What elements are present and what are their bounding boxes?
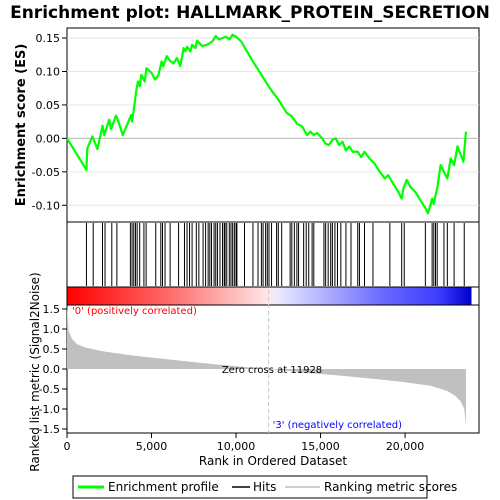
es-y-tick-label: 0.00 [36, 132, 61, 145]
es-panel-frame [66, 27, 480, 223]
rank-colorbar [67, 287, 472, 305]
zero-cross-label: Zero cross at 11928 [222, 365, 322, 376]
es-gridlines [67, 37, 479, 206]
x-tick-label: 15,000 [301, 440, 340, 453]
x-axis-label: Rank in Ordered Dataset [199, 454, 347, 468]
es-y-tick-label: 0.05 [36, 99, 61, 112]
metric-y-tick-label: -0.5 [39, 383, 60, 396]
metric-y-tick-label: 0.5 [43, 343, 61, 356]
es-y-ticks: 0.15 0.10 0.05 0.00 -0.05 -0.10 [32, 32, 67, 212]
enrichment-profile-line [66, 33, 468, 215]
es-y-tick-label: 0.15 [36, 32, 61, 45]
metric-y-tick-label: 1.0 [43, 323, 61, 336]
metric-area [67, 305, 466, 426]
x-tick-label: 0 [64, 440, 71, 453]
legend-profile-label: Enrichment profile [108, 480, 219, 494]
x-tick-label: 5,000 [136, 440, 168, 453]
x-tick-label: 20,000 [386, 440, 425, 453]
hits-panel-frame [66, 221, 480, 288]
metric-area-group [67, 290, 466, 433]
metric-y-tick-label: 1.5 [43, 303, 61, 316]
negative-correlation-label: '3' (negatively correlated) [273, 420, 402, 431]
x-tick-label: 10,000 [217, 440, 256, 453]
chart-title: Enrichment plot: HALLMARK_PROTEIN_SECRET… [10, 3, 490, 23]
legend: Enrichment profile Hits Ranking metric s… [72, 475, 457, 499]
legend-metric-label: Ranking metric scores [324, 480, 457, 494]
metric-y-tick-label: 0.0 [43, 363, 61, 376]
es-y-tick-label: -0.10 [32, 199, 60, 212]
es-y-axis-label: Enrichment score (ES) [14, 44, 29, 207]
metric-y-tick-label: -1.5 [39, 423, 60, 436]
metric-y-tick-label: -1.0 [39, 403, 60, 416]
metric-y-axis-label: Ranked list metric (Signal2Noise) [28, 272, 42, 471]
x-ticks: 0 5,000 10,000 15,000 20,000 [64, 433, 425, 453]
es-y-tick-label: 0.10 [36, 65, 61, 78]
metric-y-ticks: 1.5 1.0 0.5 0.0 -0.5 -1.0 -1.5 [39, 303, 67, 436]
es-y-tick-label: -0.05 [32, 166, 60, 179]
es-line-group [66, 33, 468, 215]
hits-group [85, 223, 465, 286]
legend-hits-label: Hits [253, 480, 276, 494]
positive-correlation-label: '0' (positively correlated) [72, 306, 197, 317]
